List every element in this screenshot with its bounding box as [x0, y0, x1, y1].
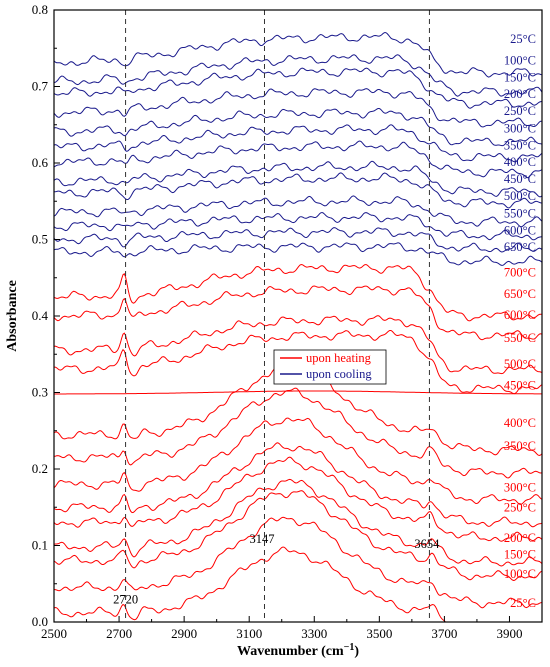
- heating-curve-650C: [54, 285, 542, 341]
- x-tick-label: 2900: [171, 626, 197, 641]
- heating-curve-150C: [54, 490, 542, 582]
- y-tick-label: 0.6: [32, 155, 49, 170]
- heating-curve-250C: [54, 456, 542, 542]
- x-tick-label: 3100: [236, 626, 262, 641]
- cooling-label-500C: 500°C: [504, 189, 536, 203]
- y-axis-title: Absorbance: [5, 280, 20, 352]
- y-tick-label: 0.8: [32, 2, 48, 17]
- heating-curve-350C: [54, 417, 542, 505]
- legend: upon heating upon cooling: [273, 349, 387, 385]
- heating-label-200C: 200°C: [504, 531, 536, 545]
- y-tick-label: 0.4: [32, 308, 49, 323]
- cooling-label-25C: 25°C: [510, 32, 536, 46]
- cooling-curve-500C: [54, 195, 542, 228]
- reference-lines: 2720 3147 3654: [113, 10, 440, 622]
- heating-curve-25C: [54, 546, 447, 622]
- cooling-curve-450C: [54, 172, 542, 209]
- x-axis-title-main: Wavenumber (cm: [237, 644, 344, 659]
- x-tick-label: 3900: [496, 626, 522, 641]
- legend-box: [273, 349, 387, 385]
- temperature-labels: 25°C 100°C 150°C 200°C 250°C 300°C 350°C 400°C 4…: [504, 32, 536, 610]
- cooling-curve-25C: [54, 32, 542, 78]
- cooling-label-150C: 150°C: [504, 70, 536, 84]
- heating-label-450C: 450°C: [504, 379, 536, 393]
- heating-label-500C: 500°C: [504, 357, 536, 371]
- cooling-label-550C: 550°C: [504, 206, 536, 220]
- cooling-label-350C: 350°C: [504, 138, 536, 152]
- cooling-label-250C: 250°C: [504, 104, 536, 118]
- heating-curve-400C: [54, 387, 542, 479]
- heating-curve-300C: [54, 442, 542, 528]
- cooling-label-450C: 450°C: [504, 172, 536, 186]
- cooling-curve-250C: [54, 108, 542, 147]
- cooling-label-600C: 600°C: [504, 223, 536, 237]
- heating-curve-700C: [54, 263, 542, 322]
- peak-label-2720: 2720: [113, 593, 138, 607]
- peak-label-3654: 3654: [414, 537, 440, 551]
- x-tick-label: 2700: [106, 626, 132, 641]
- cooling-curve-100C: [54, 54, 542, 97]
- cooling-label-400C: 400°C: [504, 155, 536, 169]
- x-axis-title: Wavenumber (cm−1): [237, 642, 359, 660]
- x-axis-title-sup: −1: [344, 642, 355, 653]
- y-tick-label: 0.2: [32, 461, 48, 476]
- cooling-curve-300C: [54, 124, 542, 163]
- legend-heating-label: upon heating: [306, 351, 372, 365]
- plot-frame: [53, 9, 543, 623]
- x-axis-title-close: ): [354, 644, 359, 659]
- cooling-label-650C: 650°C: [504, 240, 536, 254]
- cooling-curve-400C: [54, 160, 542, 198]
- axes: 2500 2700 2900 3100 3300 3500 3700 3900 0.0 0.1 0.…: [32, 2, 523, 641]
- heating-curve-600C: [54, 315, 542, 375]
- cooling-curve-200C: [54, 88, 542, 128]
- cooling-curve-600C: [54, 227, 542, 253]
- heating-curve-550C: [54, 330, 542, 395]
- x-tick-label: 2500: [41, 626, 67, 641]
- cooling-label-200C: 200°C: [504, 87, 536, 101]
- x-tick-label: 3500: [366, 626, 392, 641]
- heating-label-400C: 400°C: [504, 416, 536, 430]
- cooling-label-100C: 100°C: [504, 53, 536, 67]
- heating-label-100C: 100°C: [504, 567, 536, 581]
- heating-label-300C: 300°C: [504, 480, 536, 494]
- y-tick-label: 0.3: [32, 385, 48, 400]
- heating-label-700C: 700°C: [504, 265, 536, 279]
- cooling-curve-650C: [54, 242, 542, 266]
- spectra-curves: [54, 32, 542, 622]
- y-tick-label: 0.1: [32, 538, 48, 553]
- heating-label-550C: 550°C: [504, 331, 536, 345]
- x-tick-label: 3700: [431, 626, 457, 641]
- cooling-curve-350C: [54, 140, 542, 179]
- heating-label-25C: 25°C: [510, 596, 536, 610]
- peak-label-3147: 3147: [249, 532, 274, 546]
- heating-label-350C: 350°C: [504, 439, 536, 453]
- legend-cooling-label: upon cooling: [306, 367, 372, 381]
- heating-label-150C: 150°C: [504, 548, 536, 562]
- x-tick-label: 3300: [301, 626, 327, 641]
- y-tick-label: 0.7: [32, 79, 49, 94]
- heating-curve-100C: [54, 516, 542, 609]
- cooling-curve-550C: [54, 211, 542, 241]
- heating-label-600C: 600°C: [504, 308, 536, 322]
- cooling-label-300C: 300°C: [504, 122, 536, 136]
- y-tick-label: 0.0: [32, 614, 48, 629]
- heating-label-250C: 250°C: [504, 500, 536, 514]
- y-tick-label: 0.5: [32, 232, 48, 247]
- heating-curve-200C: [54, 478, 542, 567]
- cooling-curve-150C: [54, 67, 542, 109]
- heating-label-650C: 650°C: [504, 287, 536, 301]
- heating-curve-500C: [54, 390, 542, 395]
